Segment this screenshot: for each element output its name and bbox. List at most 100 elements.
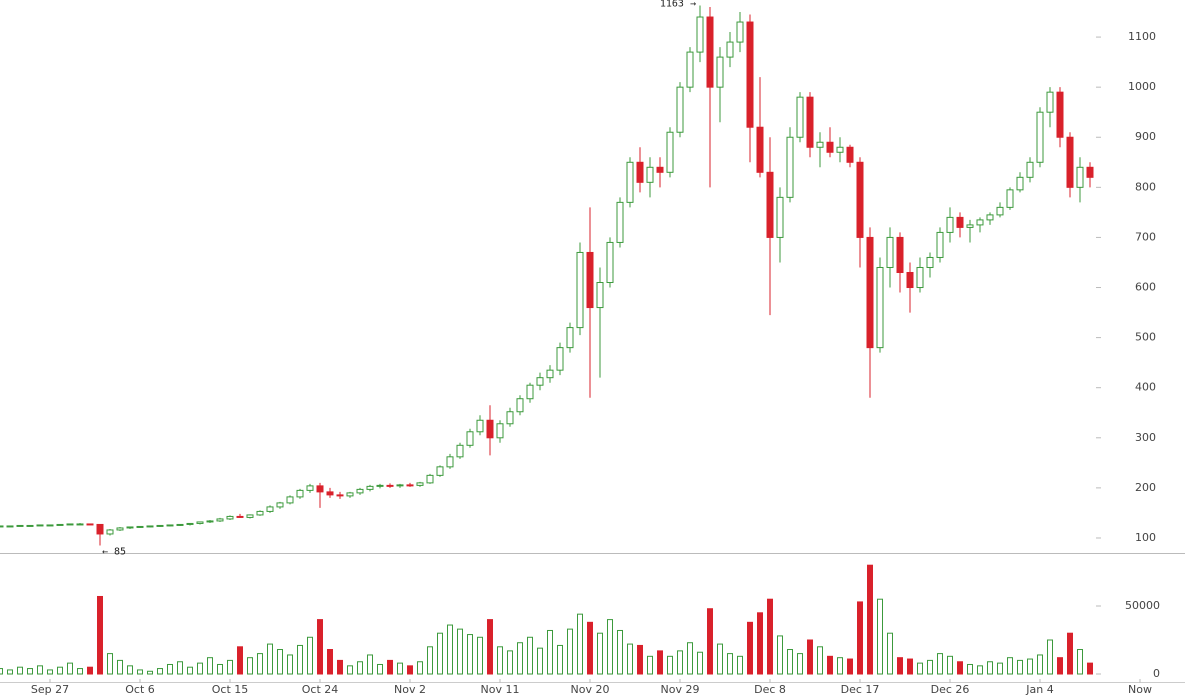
volume-bar <box>1057 657 1063 675</box>
candle-body <box>386 484 394 487</box>
volume-bar <box>377 663 383 675</box>
candle-body <box>886 236 894 268</box>
volume-bar <box>737 655 743 675</box>
volume-bar <box>147 670 153 675</box>
candle-body <box>796 96 804 138</box>
volume-bar <box>547 629 553 675</box>
volume-bar <box>317 619 323 675</box>
x-tick-label: Dec 8 <box>754 683 786 696</box>
volume-bar <box>507 650 513 675</box>
candle-body <box>286 496 294 504</box>
candle-body <box>316 485 324 493</box>
volume-bar <box>17 666 23 675</box>
candle-body <box>1026 161 1034 178</box>
x-tick-label: Dec 26 <box>931 683 970 696</box>
candle-body <box>696 16 704 53</box>
candle-body <box>106 529 114 535</box>
candle-body <box>686 51 694 88</box>
volume-bar <box>307 636 313 675</box>
volume-bar <box>867 564 873 675</box>
volume-bar <box>677 650 683 675</box>
y-tick-label: 700 <box>1135 230 1156 243</box>
volume-bar <box>657 650 663 675</box>
candle-body <box>606 241 614 284</box>
candle-body <box>76 523 84 526</box>
volume-bar <box>187 666 193 675</box>
volume-bar <box>477 636 483 675</box>
volume-bar <box>607 619 613 675</box>
candle-body <box>1016 176 1024 191</box>
candle-body <box>956 216 964 228</box>
x-tick-label: Jan 4 <box>1025 683 1053 696</box>
volume-bar <box>797 653 803 675</box>
volume-bar <box>177 661 183 675</box>
volume-bar <box>7 669 13 675</box>
candle-body <box>1076 166 1084 188</box>
candle-body <box>366 485 374 490</box>
volume-bar <box>777 635 783 675</box>
volume-bar <box>397 662 403 675</box>
volume-bar <box>727 653 733 675</box>
candle-body <box>266 506 274 512</box>
volume-bar <box>627 643 633 675</box>
candle-body <box>226 515 234 520</box>
candle-body <box>336 494 344 497</box>
candle-body <box>436 466 444 476</box>
volume-bar <box>137 669 143 675</box>
candle-body <box>636 161 644 183</box>
volume-bar <box>617 629 623 675</box>
candle-body <box>196 521 204 524</box>
candle-body <box>936 231 944 258</box>
candle-body <box>926 256 934 268</box>
volume-bar <box>217 663 223 675</box>
candle-body <box>296 489 304 498</box>
y-tick-label: 500 <box>1135 331 1156 344</box>
candle-body <box>816 141 824 148</box>
candle-body <box>616 201 624 243</box>
volume-bar <box>77 668 83 675</box>
candle-body <box>646 166 654 183</box>
y-tick-label: 200 <box>1135 481 1156 494</box>
y-tick-label: 400 <box>1135 381 1156 394</box>
volume-bar <box>977 665 983 675</box>
candle-body <box>346 492 354 497</box>
volume-bar <box>957 661 963 675</box>
candle-body <box>6 525 14 528</box>
candle-body <box>576 251 584 329</box>
candle-body <box>246 514 254 518</box>
volume-bar <box>1037 654 1043 675</box>
y-tick-label: 50000 <box>1125 599 1160 612</box>
volume-bar <box>247 657 253 675</box>
volume-bar <box>87 666 93 675</box>
candle-body <box>376 484 384 487</box>
candle-body <box>36 524 44 527</box>
volume-bar <box>1087 662 1093 675</box>
candle-body <box>596 282 604 309</box>
volume-bar <box>767 598 773 675</box>
candle-body <box>516 398 524 413</box>
candle-body <box>966 224 974 228</box>
candle-body <box>326 491 334 496</box>
volume-bar <box>367 654 373 675</box>
volume-bar <box>37 665 43 675</box>
candle-body <box>276 502 284 508</box>
candle-body <box>776 196 784 238</box>
candle-body <box>466 431 474 446</box>
candle-body <box>946 216 954 233</box>
volume-bar <box>877 598 883 675</box>
volume-bar <box>567 628 573 675</box>
volume-bar <box>47 669 53 675</box>
candle-body <box>746 21 754 128</box>
volume-bar <box>337 659 343 675</box>
candle-body <box>236 515 244 518</box>
volume-bar <box>457 628 463 675</box>
candle-body <box>1046 91 1054 113</box>
volume-bar <box>327 649 333 675</box>
max-annotation: 1163 → <box>660 0 696 10</box>
candle-body <box>486 419 494 439</box>
x-tick-label: Now <box>1128 683 1152 696</box>
candle-body <box>96 523 104 535</box>
candle-body <box>56 523 64 526</box>
candle-body <box>756 126 764 173</box>
volume-bar <box>697 651 703 675</box>
